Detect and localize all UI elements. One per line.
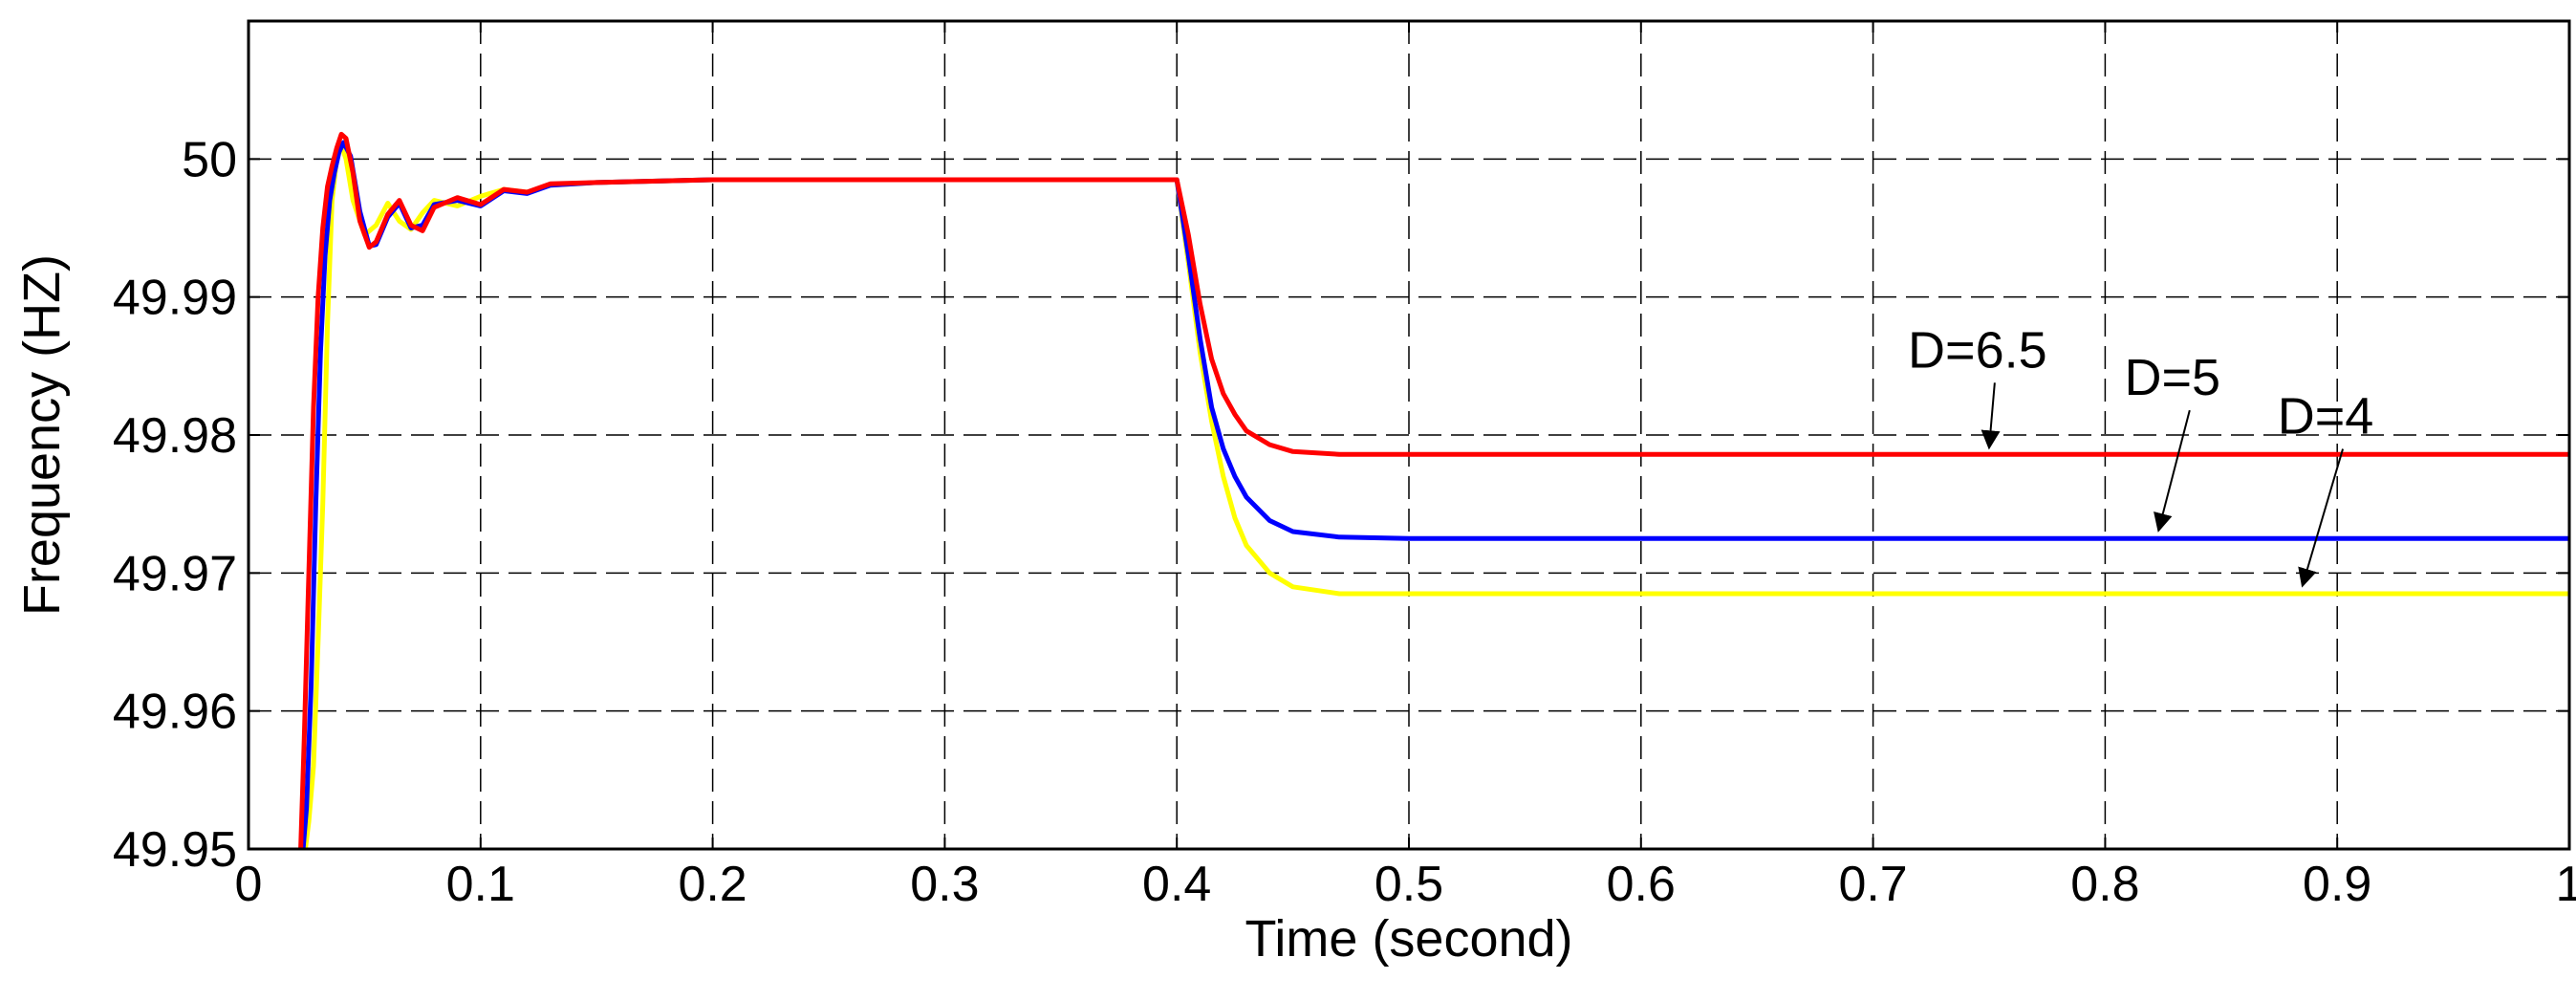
annotation-label-d-6-5: D=6.5 xyxy=(1908,321,2047,379)
grid xyxy=(249,21,2569,849)
x-tick-label: 0.7 xyxy=(1838,857,1907,912)
y-tick-label: 49.96 xyxy=(113,685,237,740)
axis-ticks: 0 0.1 0.2 0.3 0.4 0.5 0.6 0.7 0.8 0.9 1 49.95 49.96 4… xyxy=(113,21,2576,912)
series-line-d-6-5 xyxy=(298,131,2569,849)
annotations: D=6.5 D=5 D=4 xyxy=(1908,321,2374,588)
x-tick-label: 0.5 xyxy=(1375,857,1443,912)
y-tick-label: 50 xyxy=(182,132,237,187)
x-tick-label: 0.4 xyxy=(1142,857,1211,912)
y-tick-label: 49.95 xyxy=(113,822,237,878)
x-tick-label: 0.8 xyxy=(2070,857,2139,912)
x-tick-label: 0 xyxy=(235,857,263,912)
x-axis-title: Time (second) xyxy=(1245,910,1572,968)
x-tick-label: 1 xyxy=(2556,857,2576,912)
annotation-arrow-d-4 xyxy=(2298,448,2345,588)
annotation-arrow-d-5 xyxy=(2154,409,2191,533)
series-lines xyxy=(298,131,2569,849)
x-tick-label: 0.2 xyxy=(678,857,747,912)
x-tick-label: 0.3 xyxy=(910,857,979,912)
x-tick-label: 0.9 xyxy=(2303,857,2371,912)
annotation-label-d-4: D=4 xyxy=(2278,388,2374,446)
x-tick-label: 0.6 xyxy=(1607,857,1676,912)
y-tick-label: 49.97 xyxy=(113,546,237,601)
y-axis-title: Frequency (HZ) xyxy=(13,254,71,616)
x-tick-label: 0.1 xyxy=(446,857,515,912)
annotation-label-d-5: D=5 xyxy=(2125,349,2221,406)
annotation-arrow-d-6-5 xyxy=(1981,382,2001,450)
y-tick-label: 49.99 xyxy=(113,271,237,326)
y-tick-label: 49.98 xyxy=(113,408,237,464)
